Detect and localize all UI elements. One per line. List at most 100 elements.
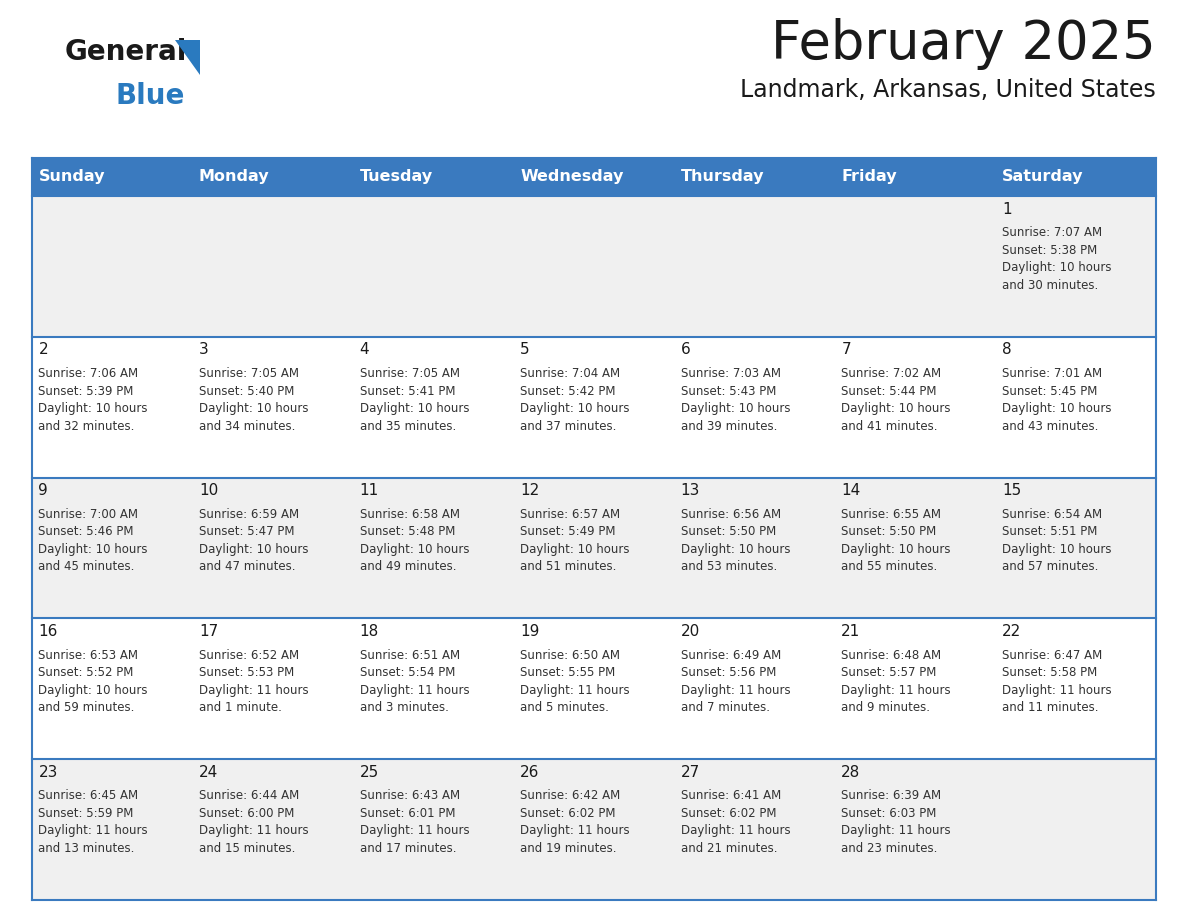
Bar [192,619,353,759]
Text: 1: 1 [1001,202,1011,217]
Text: Sunrise: 7:07 AM
Sunset: 5:38 PM
Daylight: 10 hours
and 30 minutes.: Sunrise: 7:07 AM Sunset: 5:38 PM Dayligh… [1001,227,1111,292]
Text: Sunrise: 7:05 AM
Sunset: 5:41 PM
Daylight: 10 hours
and 35 minutes.: Sunrise: 7:05 AM Sunset: 5:41 PM Dayligh… [360,367,469,432]
Bar [996,619,1156,759]
Bar [353,477,513,619]
Bar [513,337,675,477]
Bar [835,196,996,337]
Text: Sunrise: 6:52 AM
Sunset: 5:53 PM
Daylight: 11 hours
and 1 minute.: Sunrise: 6:52 AM Sunset: 5:53 PM Dayligh… [200,649,309,714]
Bar [675,158,835,196]
Text: Sunrise: 6:42 AM
Sunset: 6:02 PM
Daylight: 11 hours
and 19 minutes.: Sunrise: 6:42 AM Sunset: 6:02 PM Dayligh… [520,789,630,855]
Text: 19: 19 [520,624,539,639]
Text: Sunrise: 6:44 AM
Sunset: 6:00 PM
Daylight: 11 hours
and 15 minutes.: Sunrise: 6:44 AM Sunset: 6:00 PM Dayligh… [200,789,309,855]
Text: 6: 6 [681,342,690,357]
Text: 4: 4 [360,342,369,357]
Text: Thursday: Thursday [681,170,764,185]
Bar [675,337,835,477]
Text: Monday: Monday [200,170,270,185]
Bar [32,337,192,477]
Text: Saturday: Saturday [1001,170,1083,185]
Text: Wednesday: Wednesday [520,170,624,185]
Text: 23: 23 [38,765,58,779]
Text: 26: 26 [520,765,539,779]
Bar [996,196,1156,337]
Text: Sunrise: 6:56 AM
Sunset: 5:50 PM
Daylight: 10 hours
and 53 minutes.: Sunrise: 6:56 AM Sunset: 5:50 PM Dayligh… [681,508,790,574]
Bar [32,619,192,759]
Text: Sunrise: 6:58 AM
Sunset: 5:48 PM
Daylight: 10 hours
and 49 minutes.: Sunrise: 6:58 AM Sunset: 5:48 PM Dayligh… [360,508,469,574]
Text: 22: 22 [1001,624,1022,639]
Bar [513,759,675,900]
Text: Sunday: Sunday [38,170,105,185]
Bar [835,759,996,900]
Bar [513,619,675,759]
Bar [835,619,996,759]
Bar [835,337,996,477]
Bar [192,196,353,337]
Text: 14: 14 [841,483,860,498]
Text: 8: 8 [1001,342,1011,357]
Text: 11: 11 [360,483,379,498]
Text: 21: 21 [841,624,860,639]
Text: 18: 18 [360,624,379,639]
Text: Sunrise: 6:54 AM
Sunset: 5:51 PM
Daylight: 10 hours
and 57 minutes.: Sunrise: 6:54 AM Sunset: 5:51 PM Dayligh… [1001,508,1111,574]
Text: Sunrise: 7:05 AM
Sunset: 5:40 PM
Daylight: 10 hours
and 34 minutes.: Sunrise: 7:05 AM Sunset: 5:40 PM Dayligh… [200,367,309,432]
Text: Sunrise: 6:50 AM
Sunset: 5:55 PM
Daylight: 11 hours
and 5 minutes.: Sunrise: 6:50 AM Sunset: 5:55 PM Dayligh… [520,649,630,714]
Text: Sunrise: 6:57 AM
Sunset: 5:49 PM
Daylight: 10 hours
and 51 minutes.: Sunrise: 6:57 AM Sunset: 5:49 PM Dayligh… [520,508,630,574]
Bar [353,158,513,196]
Text: 28: 28 [841,765,860,779]
Text: Sunrise: 6:55 AM
Sunset: 5:50 PM
Daylight: 10 hours
and 55 minutes.: Sunrise: 6:55 AM Sunset: 5:50 PM Dayligh… [841,508,950,574]
Text: 24: 24 [200,765,219,779]
Text: Sunrise: 6:48 AM
Sunset: 5:57 PM
Daylight: 11 hours
and 9 minutes.: Sunrise: 6:48 AM Sunset: 5:57 PM Dayligh… [841,649,950,714]
Bar [835,158,996,196]
Text: 2: 2 [38,342,48,357]
Bar [996,759,1156,900]
Bar [996,337,1156,477]
Bar [353,759,513,900]
Text: Sunrise: 6:43 AM
Sunset: 6:01 PM
Daylight: 11 hours
and 17 minutes.: Sunrise: 6:43 AM Sunset: 6:01 PM Dayligh… [360,789,469,855]
Text: Sunrise: 6:53 AM
Sunset: 5:52 PM
Daylight: 10 hours
and 59 minutes.: Sunrise: 6:53 AM Sunset: 5:52 PM Dayligh… [38,649,148,714]
Text: Sunrise: 7:00 AM
Sunset: 5:46 PM
Daylight: 10 hours
and 45 minutes.: Sunrise: 7:00 AM Sunset: 5:46 PM Dayligh… [38,508,148,574]
Bar [996,158,1156,196]
Text: Sunrise: 7:01 AM
Sunset: 5:45 PM
Daylight: 10 hours
and 43 minutes.: Sunrise: 7:01 AM Sunset: 5:45 PM Dayligh… [1001,367,1111,432]
Text: Sunrise: 6:47 AM
Sunset: 5:58 PM
Daylight: 11 hours
and 11 minutes.: Sunrise: 6:47 AM Sunset: 5:58 PM Dayligh… [1001,649,1112,714]
Text: Sunrise: 6:41 AM
Sunset: 6:02 PM
Daylight: 11 hours
and 21 minutes.: Sunrise: 6:41 AM Sunset: 6:02 PM Dayligh… [681,789,790,855]
Text: 25: 25 [360,765,379,779]
Text: 5: 5 [520,342,530,357]
Text: 9: 9 [38,483,49,498]
Text: Sunrise: 6:39 AM
Sunset: 6:03 PM
Daylight: 11 hours
and 23 minutes.: Sunrise: 6:39 AM Sunset: 6:03 PM Dayligh… [841,789,950,855]
Text: Sunrise: 7:04 AM
Sunset: 5:42 PM
Daylight: 10 hours
and 37 minutes.: Sunrise: 7:04 AM Sunset: 5:42 PM Dayligh… [520,367,630,432]
Bar [353,196,513,337]
Bar [353,337,513,477]
Text: Sunrise: 7:06 AM
Sunset: 5:39 PM
Daylight: 10 hours
and 32 minutes.: Sunrise: 7:06 AM Sunset: 5:39 PM Dayligh… [38,367,148,432]
Bar [513,158,675,196]
Text: General: General [65,38,188,66]
Text: Sunrise: 6:49 AM
Sunset: 5:56 PM
Daylight: 11 hours
and 7 minutes.: Sunrise: 6:49 AM Sunset: 5:56 PM Dayligh… [681,649,790,714]
Text: 17: 17 [200,624,219,639]
Bar [32,158,192,196]
Text: Friday: Friday [841,170,897,185]
Bar [996,477,1156,619]
Text: Landmark, Arkansas, United States: Landmark, Arkansas, United States [740,78,1156,102]
Bar [353,619,513,759]
Text: 16: 16 [38,624,58,639]
Text: 12: 12 [520,483,539,498]
Text: Tuesday: Tuesday [360,170,432,185]
Text: Sunrise: 6:51 AM
Sunset: 5:54 PM
Daylight: 11 hours
and 3 minutes.: Sunrise: 6:51 AM Sunset: 5:54 PM Dayligh… [360,649,469,714]
Polygon shape [175,40,200,75]
Text: 13: 13 [681,483,700,498]
Bar [192,759,353,900]
Text: Sunrise: 7:02 AM
Sunset: 5:44 PM
Daylight: 10 hours
and 41 minutes.: Sunrise: 7:02 AM Sunset: 5:44 PM Dayligh… [841,367,950,432]
Bar [513,196,675,337]
Bar [675,619,835,759]
Bar [32,759,192,900]
Text: Blue: Blue [115,82,184,110]
Text: Sunrise: 6:45 AM
Sunset: 5:59 PM
Daylight: 11 hours
and 13 minutes.: Sunrise: 6:45 AM Sunset: 5:59 PM Dayligh… [38,789,148,855]
Text: 20: 20 [681,624,700,639]
Text: Sunrise: 6:59 AM
Sunset: 5:47 PM
Daylight: 10 hours
and 47 minutes.: Sunrise: 6:59 AM Sunset: 5:47 PM Dayligh… [200,508,309,574]
Bar [32,196,192,337]
Bar [32,477,192,619]
Bar [192,477,353,619]
Text: 7: 7 [841,342,851,357]
Text: 10: 10 [200,483,219,498]
Text: 15: 15 [1001,483,1022,498]
Bar [675,196,835,337]
